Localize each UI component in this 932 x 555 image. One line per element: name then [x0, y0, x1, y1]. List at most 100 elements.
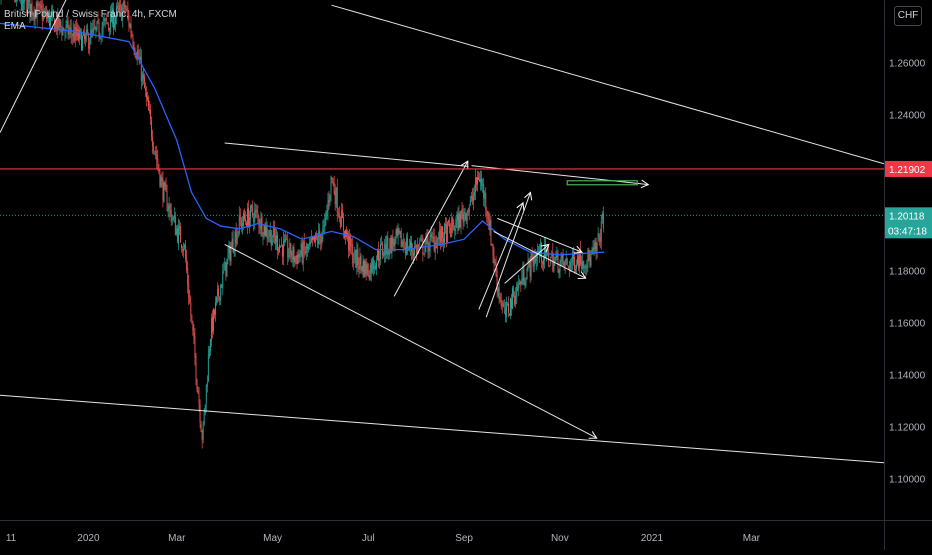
y-tick-label-7: 1.10000 [889, 474, 926, 485]
candle-body-99 [101, 28, 103, 38]
candle-body-108 [110, 11, 112, 23]
candle-body-320 [329, 194, 331, 203]
candle-body-556 [572, 251, 574, 260]
trendline-arrowhead-8 [524, 191, 533, 201]
candle-body-359 [369, 264, 371, 280]
candle-body-299 [307, 246, 309, 249]
candle-body-58 [59, 19, 61, 27]
candle-body-542 [558, 271, 560, 274]
candle-body-443 [456, 214, 458, 221]
candle-body-504 [519, 280, 521, 285]
candle-body-226 [232, 238, 234, 252]
candle-body-391 [402, 240, 404, 246]
candle-body-420 [432, 237, 434, 238]
candle-body-349 [359, 256, 361, 270]
candle-body-351 [361, 266, 363, 271]
candle-body-415 [427, 238, 429, 253]
candle-body-21 [21, 0, 23, 11]
candle-body-329 [338, 213, 340, 219]
candle-body-67 [68, 30, 70, 35]
candle-body-444 [457, 212, 459, 231]
candle-body-489 [503, 307, 505, 309]
candle-body-533 [549, 265, 551, 266]
trendline-arrowhead-9 [573, 245, 583, 254]
candle-body-500 [515, 295, 517, 305]
candle-body-127 [130, 24, 132, 34]
candle-body-103 [105, 18, 107, 22]
candle-body-116 [119, 4, 121, 11]
candle-body-159 [163, 182, 165, 203]
candle-body-52 [53, 9, 55, 18]
candle-body-388 [399, 231, 401, 234]
candle-body-266 [273, 227, 275, 237]
candle-body-286 [294, 257, 296, 263]
ema-line [0, 22, 605, 256]
candle-body-350 [360, 255, 362, 265]
candle-body-192 [197, 389, 199, 394]
candle-body-422 [434, 241, 436, 252]
candle-body-502 [517, 285, 519, 291]
candle-body-62 [63, 27, 65, 31]
last-price-label: 1.20118 [889, 211, 925, 222]
candle-body-72 [73, 31, 75, 42]
candle-body-243 [250, 205, 252, 220]
candle-body-380 [391, 236, 393, 253]
candle-body-348 [358, 266, 360, 269]
candle-body-246 [253, 216, 255, 223]
candle-body-472 [486, 210, 488, 215]
candle-body-458 [471, 196, 473, 201]
candle-body-290 [298, 253, 300, 257]
candle-body-80 [82, 36, 83, 50]
candle-body-169 [173, 216, 175, 218]
candle-body-220 [226, 258, 228, 277]
candle-body-524 [539, 243, 541, 256]
currency-button[interactable]: CHF [894, 6, 922, 26]
candle-body-170 [174, 216, 176, 236]
candle-body-112 [115, 17, 116, 24]
candle-body-398 [410, 241, 411, 249]
candle-body-145 [149, 109, 150, 112]
candle-body-238 [245, 218, 246, 222]
candle-body-222 [228, 245, 230, 254]
candle-body-476 [490, 220, 492, 245]
candle-body-191 [196, 379, 198, 390]
candle-body-200 [205, 384, 207, 404]
candle-body-167 [171, 218, 173, 221]
candle-body-46 [46, 16, 48, 19]
candle-body-209 [215, 302, 216, 315]
candle-body-248 [255, 210, 257, 212]
candle-body-225 [231, 239, 233, 249]
candle-body-63 [64, 31, 66, 33]
candle-body-584 [601, 213, 603, 220]
candle-body-499 [514, 295, 516, 305]
candle-body-262 [269, 230, 271, 237]
candle-body-252 [259, 226, 261, 228]
candle-body-307 [316, 235, 318, 238]
candle-body-201 [206, 381, 208, 387]
candle-body-390 [401, 241, 403, 248]
candle-body-354 [364, 260, 366, 277]
trendline-5 [0, 394, 884, 464]
candle-body-221 [227, 254, 229, 257]
candle-body-406 [418, 245, 420, 247]
candle-body-87 [89, 43, 91, 50]
candle-body-382 [393, 242, 395, 247]
trendline-arrowhead-3 [640, 179, 650, 189]
candle-body-338 [348, 233, 350, 250]
candle-body-35 [35, 8, 37, 19]
candle-body-385 [396, 228, 398, 236]
candle-body-32 [32, 13, 34, 16]
candle-body-341 [351, 245, 353, 247]
y-tick-label-3: 1.18000 [889, 266, 926, 277]
candle-body-530 [546, 249, 548, 256]
candle-body-82 [84, 32, 86, 39]
candle-body-197 [202, 422, 204, 440]
candle-body-106 [108, 27, 110, 31]
candle-body-282 [290, 243, 292, 258]
candle-body-31 [31, 2, 33, 15]
candle-body-498 [513, 289, 515, 297]
candle-body-255 [262, 236, 264, 238]
candle-body-272 [280, 245, 281, 247]
